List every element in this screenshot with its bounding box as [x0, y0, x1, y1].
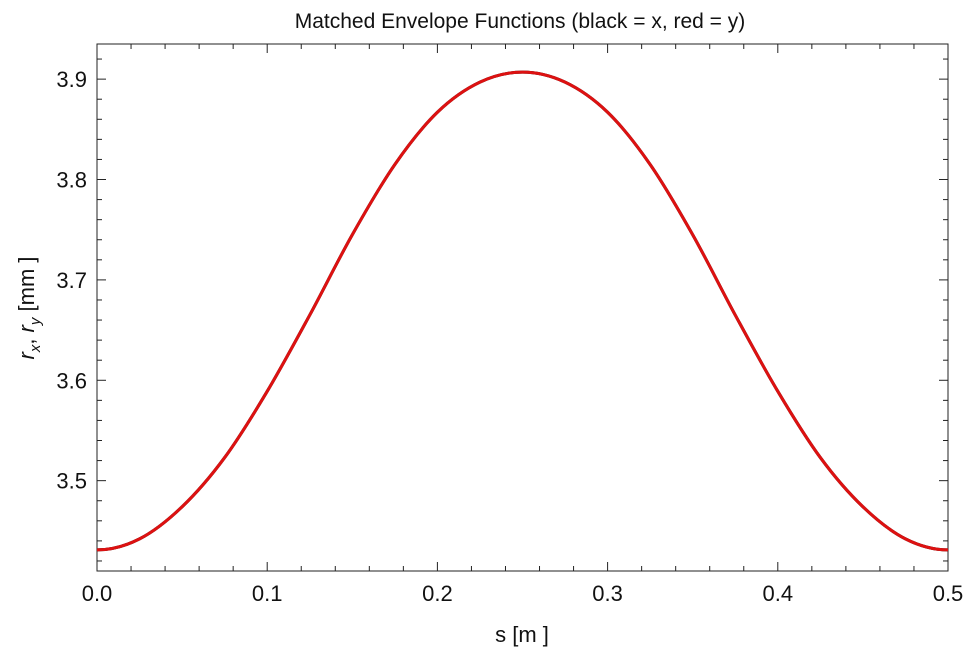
series-layer: [96, 70, 949, 552]
y-label-comma: ,: [14, 332, 39, 344]
y-tick-label: 3.8: [56, 168, 87, 193]
x-axis-label: s [m ]: [495, 622, 549, 647]
y-tick-label: 3.9: [56, 67, 87, 92]
y-axis-label: rx, ry [mm ]: [14, 257, 44, 360]
x-tick-label: 0.0: [82, 581, 113, 606]
x-tick-label: 0.3: [592, 581, 623, 606]
y-label-r1: r: [14, 351, 39, 360]
envelope-curve: [96, 70, 949, 552]
y-tick-label: 3.6: [56, 368, 87, 393]
x-tick-label: 0.4: [763, 581, 794, 606]
y-label-unit: [mm ]: [14, 257, 39, 318]
envelope-curve: [96, 70, 949, 552]
plot-frame: [96, 43, 949, 572]
x-tick-label: 0.1: [252, 581, 283, 606]
y-label-sub-x: x: [27, 344, 44, 353]
minor-ticks: [97, 44, 948, 571]
x-tick-label: 0.2: [422, 581, 453, 606]
y-tick-label: 3.5: [56, 469, 87, 494]
y-label-r2: r: [14, 323, 39, 332]
y-label-sub-y: y: [27, 316, 44, 326]
y-tick-label: 3.7: [56, 268, 87, 293]
x-tick-label: 0.5: [933, 581, 964, 606]
x-axis-ticks: 0.0 0.1 0.2 0.3 0.4 0.5: [82, 44, 964, 606]
chart-title: Matched Envelope Functions (black = x, r…: [295, 10, 746, 33]
y-axis-ticks: 3.5 3.6 3.7 3.8 3.9: [56, 67, 948, 494]
